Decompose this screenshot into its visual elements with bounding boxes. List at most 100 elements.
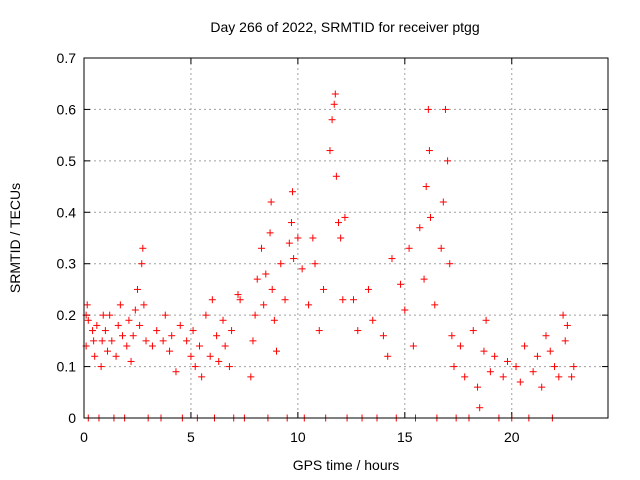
x-axis-label: GPS time / hours [293, 457, 400, 473]
data-point [198, 373, 206, 381]
data-point [202, 311, 210, 319]
data-point [349, 296, 357, 304]
data-point [187, 352, 195, 360]
data-point [114, 321, 122, 329]
data-point [99, 311, 107, 319]
data-point [568, 373, 576, 381]
data-point [503, 357, 511, 365]
data-point [285, 239, 293, 247]
data-point [131, 306, 139, 314]
data-point [521, 342, 529, 350]
data-point [136, 321, 144, 329]
data-point [491, 352, 499, 360]
data-point [563, 321, 571, 329]
data-point [309, 234, 317, 242]
data-point [277, 260, 285, 268]
data-point [262, 270, 270, 278]
data-point [142, 337, 150, 345]
data-point [444, 157, 452, 165]
data-point [219, 316, 227, 324]
y-axis-label: SRMTID / TECUs [7, 183, 23, 293]
data-point [559, 311, 567, 319]
data-point [431, 301, 439, 309]
data-point [98, 337, 106, 345]
data-point [294, 234, 302, 242]
data-point [437, 244, 445, 252]
data-point [272, 347, 280, 355]
data-point [512, 363, 520, 371]
data-point [422, 183, 430, 191]
data-point [104, 347, 112, 355]
data-point [225, 363, 233, 371]
data-point [133, 285, 141, 293]
data-point [116, 301, 124, 309]
data-points [82, 90, 578, 422]
data-point [287, 219, 295, 227]
data-point [476, 404, 484, 412]
data-point [123, 342, 131, 350]
data-point [337, 234, 345, 242]
data-point [253, 275, 261, 283]
data-point [546, 347, 554, 355]
data-point [89, 327, 97, 335]
data-point [208, 296, 216, 304]
data-point [183, 337, 191, 345]
data-point [330, 100, 338, 108]
x-tick-label: 20 [504, 429, 520, 445]
data-point [101, 327, 109, 335]
chart-title: Day 266 of 2022, SRMTID for receiver ptg… [210, 19, 479, 35]
data-point [289, 188, 297, 196]
data-point [140, 301, 148, 309]
data-point [369, 316, 377, 324]
data-point [456, 342, 464, 350]
data-point [106, 311, 114, 319]
data-point [388, 255, 396, 263]
y-tick-label: 0.3 [57, 256, 77, 272]
data-point [125, 316, 133, 324]
data-point [397, 280, 405, 288]
data-point [339, 296, 347, 304]
data-point [480, 347, 488, 355]
data-point [258, 244, 266, 252]
data-point [290, 255, 298, 263]
data-point [228, 327, 236, 335]
data-point [461, 373, 469, 381]
data-point [251, 311, 259, 319]
data-point [148, 342, 156, 350]
data-point [426, 213, 434, 221]
y-tick-label: 0.4 [57, 204, 77, 220]
y-tick-label: 0.1 [57, 359, 77, 375]
data-point [118, 332, 126, 340]
data-point [328, 116, 336, 124]
y-tick-label: 0.7 [57, 50, 77, 66]
data-point [425, 147, 433, 155]
data-point [551, 363, 559, 371]
data-point [405, 244, 413, 252]
data-point [97, 363, 105, 371]
data-point [127, 357, 135, 365]
data-point [384, 352, 392, 360]
data-point [191, 363, 199, 371]
x-tick-label: 0 [80, 429, 88, 445]
data-point [266, 229, 274, 237]
data-point [561, 337, 569, 345]
data-point [335, 219, 343, 227]
data-point [409, 342, 417, 350]
data-point [439, 198, 447, 206]
data-point [166, 347, 174, 355]
data-point [195, 342, 203, 350]
data-point [448, 332, 456, 340]
data-point [138, 260, 146, 268]
data-point [486, 368, 494, 376]
data-point [298, 265, 306, 273]
data-point [555, 373, 563, 381]
data-point [446, 260, 454, 268]
x-tick-label: 15 [397, 429, 413, 445]
data-point [93, 321, 101, 329]
data-point [326, 147, 334, 155]
data-point [450, 363, 458, 371]
data-point [176, 321, 184, 329]
x-tick-label: 5 [187, 429, 195, 445]
data-point [538, 383, 546, 391]
data-point [213, 332, 221, 340]
